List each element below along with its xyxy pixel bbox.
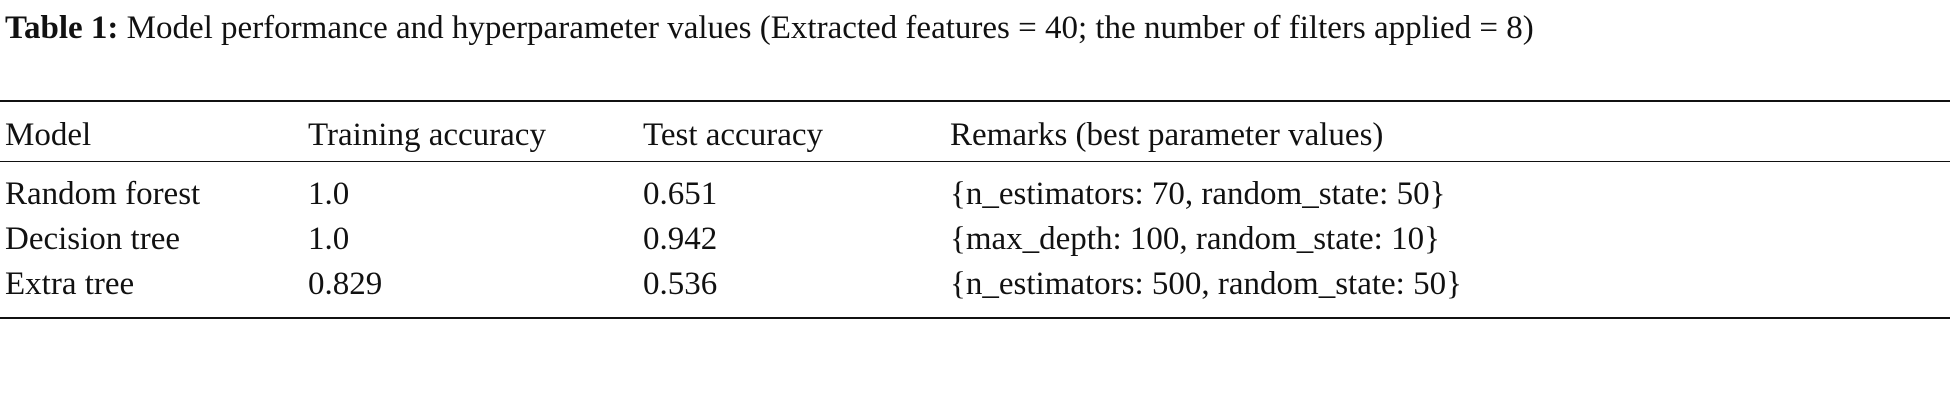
caption-label: Table 1:: [5, 10, 119, 46]
cell-test-accuracy: 0.651: [643, 176, 718, 212]
header-remarks: Remarks (best parameter values): [950, 117, 1384, 153]
cell-test-accuracy: 0.942: [643, 221, 718, 257]
cell-remarks: {n_estimators: 500, random_state: 50}: [950, 266, 1462, 302]
cell-model: Random forest: [5, 176, 201, 212]
cell-model: Decision tree: [5, 221, 181, 257]
cell-training-accuracy: 0.829: [308, 266, 383, 302]
table-caption: Table 1: Model performance and hyperpara…: [5, 6, 1950, 51]
bottom-rule: [0, 317, 1950, 319]
cell-training-accuracy: 1.0: [308, 176, 350, 212]
cell-training-accuracy: 1.0: [308, 221, 350, 257]
cell-model: Extra tree: [5, 266, 135, 302]
cell-remarks: {max_depth: 100, random_state: 10}: [950, 221, 1440, 257]
cell-test-accuracy: 0.536: [643, 266, 718, 302]
caption-text: Model performance and hyperparameter val…: [126, 10, 1534, 46]
header-rule: [0, 161, 1950, 162]
header-training-accuracy: Training accuracy: [308, 117, 546, 153]
top-rule: [0, 100, 1950, 102]
header-model: Model: [5, 117, 92, 153]
cell-remarks: {n_estimators: 70, random_state: 50}: [950, 176, 1446, 212]
header-test-accuracy: Test accuracy: [643, 117, 823, 153]
